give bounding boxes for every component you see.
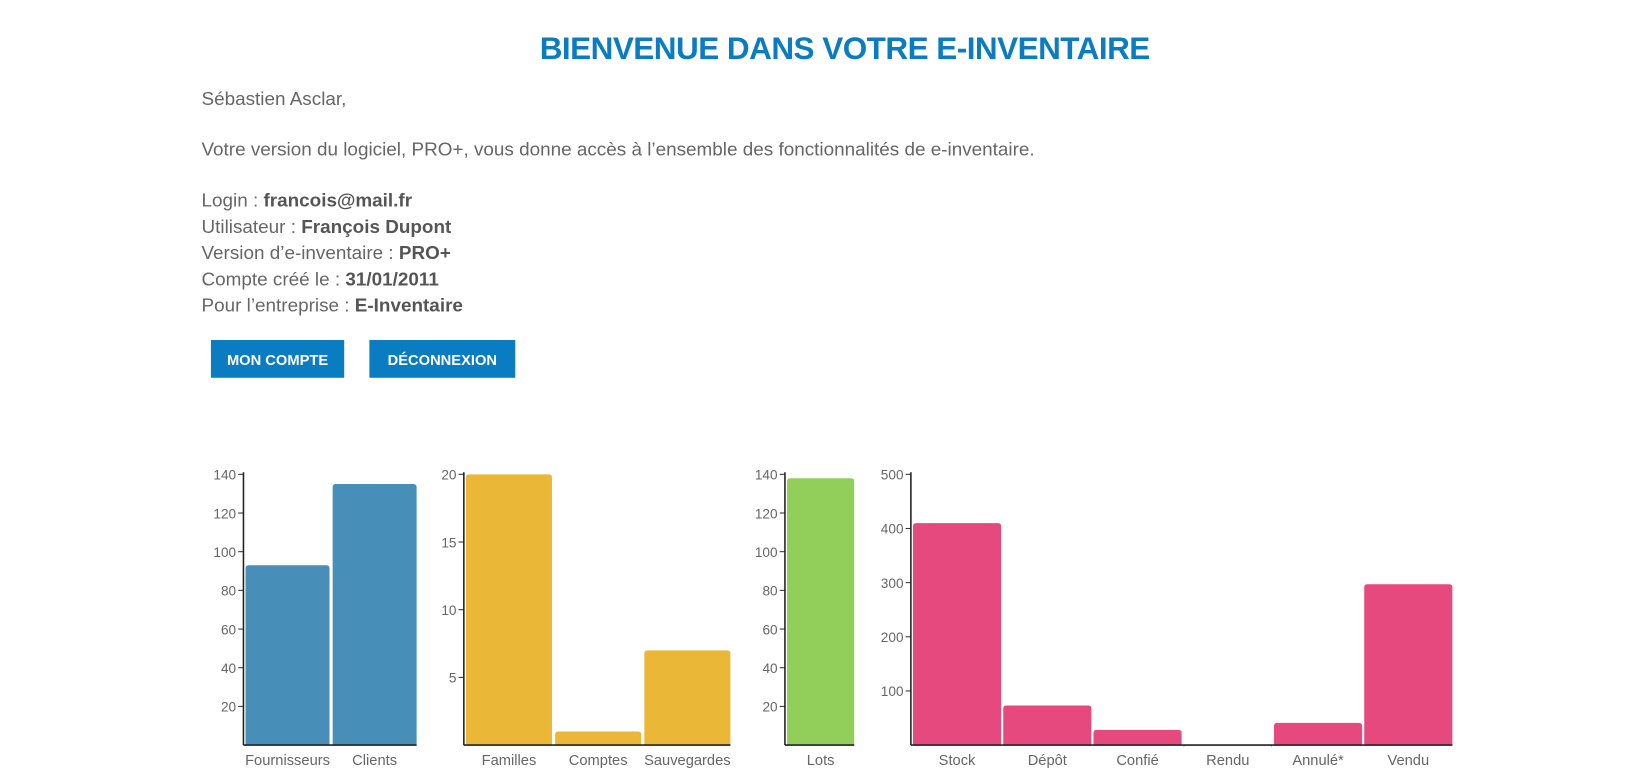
y-tick-label: 40 bbox=[221, 661, 237, 676]
x-tick-label: Stock bbox=[939, 753, 976, 769]
y-tick-label: 80 bbox=[221, 584, 237, 599]
info-value: E-Inventaire bbox=[354, 294, 463, 316]
info-label: Login : bbox=[201, 189, 259, 211]
y-tick-label: 40 bbox=[762, 661, 778, 676]
info-value: 31/01/2011 bbox=[345, 268, 439, 290]
bar-chart: 51015202017FamillesComptesSauvegardes bbox=[441, 468, 730, 769]
y-tick-label: 140 bbox=[755, 468, 778, 483]
info-row: Pour l’entreprise : E-Inventaire bbox=[201, 293, 462, 319]
greeting: Sébastien Asclar, bbox=[201, 88, 347, 110]
y-tick-label: 100 bbox=[755, 545, 778, 560]
info-row: Version d’e-inventaire : PRO+ bbox=[201, 240, 462, 266]
intro: Votre version du logiciel, PRO+, vous do… bbox=[201, 138, 1035, 160]
y-tick-label: 400 bbox=[881, 522, 904, 537]
bar bbox=[332, 483, 417, 746]
y-tick-label: 200 bbox=[881, 630, 904, 645]
x-tick-label: Vendu bbox=[1387, 753, 1429, 769]
info-label: Pour l’entreprise : bbox=[201, 294, 350, 316]
logout-button[interactable]: DÉCONNEXION bbox=[369, 340, 516, 378]
account-info: Login : francois@mail.fr Utilisateur : F… bbox=[201, 188, 462, 319]
x-tick-label: Fournisseurs bbox=[245, 753, 330, 769]
bar bbox=[1273, 722, 1363, 746]
x-tick-label: Sauvegardes bbox=[644, 753, 731, 769]
bar bbox=[1093, 729, 1182, 746]
info-value: François Dupont bbox=[301, 216, 452, 238]
y-tick-label: 100 bbox=[881, 684, 904, 699]
x-tick-label: Clients bbox=[352, 753, 397, 769]
x-tick-label: Lots bbox=[807, 753, 835, 769]
info-label: Utilisateur : bbox=[201, 216, 296, 238]
info-value: francois@mail.fr bbox=[263, 189, 413, 211]
bar bbox=[245, 565, 330, 746]
y-tick-label: 5 bbox=[449, 671, 457, 686]
x-tick-label: Dépôt bbox=[1028, 753, 1067, 769]
bar bbox=[465, 474, 552, 746]
y-tick-label: 20 bbox=[441, 468, 457, 483]
x-tick-label: Annulé* bbox=[1292, 753, 1344, 769]
bar bbox=[555, 731, 642, 746]
info-label: Version d’e-inventaire : bbox=[201, 242, 394, 264]
bar bbox=[787, 478, 855, 746]
x-tick-label: Comptes bbox=[569, 753, 628, 769]
page-title: BIENVENUE DANS VOTRE E-INVENTAIRE bbox=[539, 31, 1151, 67]
bar bbox=[912, 523, 1002, 746]
bar bbox=[644, 650, 731, 746]
bar-chart: 2040608010012014093135FournisseursClient… bbox=[213, 468, 417, 769]
bar-chart: 1002003004005004107328041297StockDépôtCo… bbox=[881, 468, 1453, 769]
y-tick-label: 20 bbox=[762, 700, 778, 715]
y-tick-label: 60 bbox=[221, 622, 237, 637]
x-tick-label: Rendu bbox=[1206, 753, 1249, 769]
y-tick-label: 20 bbox=[221, 700, 237, 715]
y-tick-label: 80 bbox=[762, 584, 778, 599]
account-button[interactable]: MON COMPTE bbox=[210, 340, 345, 378]
y-tick-label: 300 bbox=[881, 576, 904, 591]
y-tick-label: 140 bbox=[213, 468, 236, 483]
bar bbox=[1003, 705, 1092, 746]
y-tick-label: 120 bbox=[213, 506, 236, 521]
info-row: Utilisateur : François Dupont bbox=[201, 214, 462, 240]
y-tick-label: 120 bbox=[755, 506, 778, 521]
x-tick-label: Confié bbox=[1116, 753, 1158, 769]
info-row: Compte créé le : 31/01/2011 bbox=[201, 267, 462, 293]
y-tick-label: 10 bbox=[441, 603, 457, 618]
y-tick-label: 500 bbox=[881, 468, 904, 483]
x-tick-label: Familles bbox=[482, 753, 537, 769]
bar bbox=[1364, 584, 1453, 746]
info-label: Compte créé le : bbox=[201, 268, 341, 290]
bar-chart: 20406080100120140138Lots bbox=[755, 468, 855, 769]
y-tick-label: 15 bbox=[441, 535, 456, 550]
info-value: PRO+ bbox=[398, 242, 451, 264]
y-tick-label: 60 bbox=[762, 622, 778, 637]
info-row: Login : francois@mail.fr bbox=[201, 188, 462, 214]
y-tick-label: 100 bbox=[213, 545, 236, 560]
